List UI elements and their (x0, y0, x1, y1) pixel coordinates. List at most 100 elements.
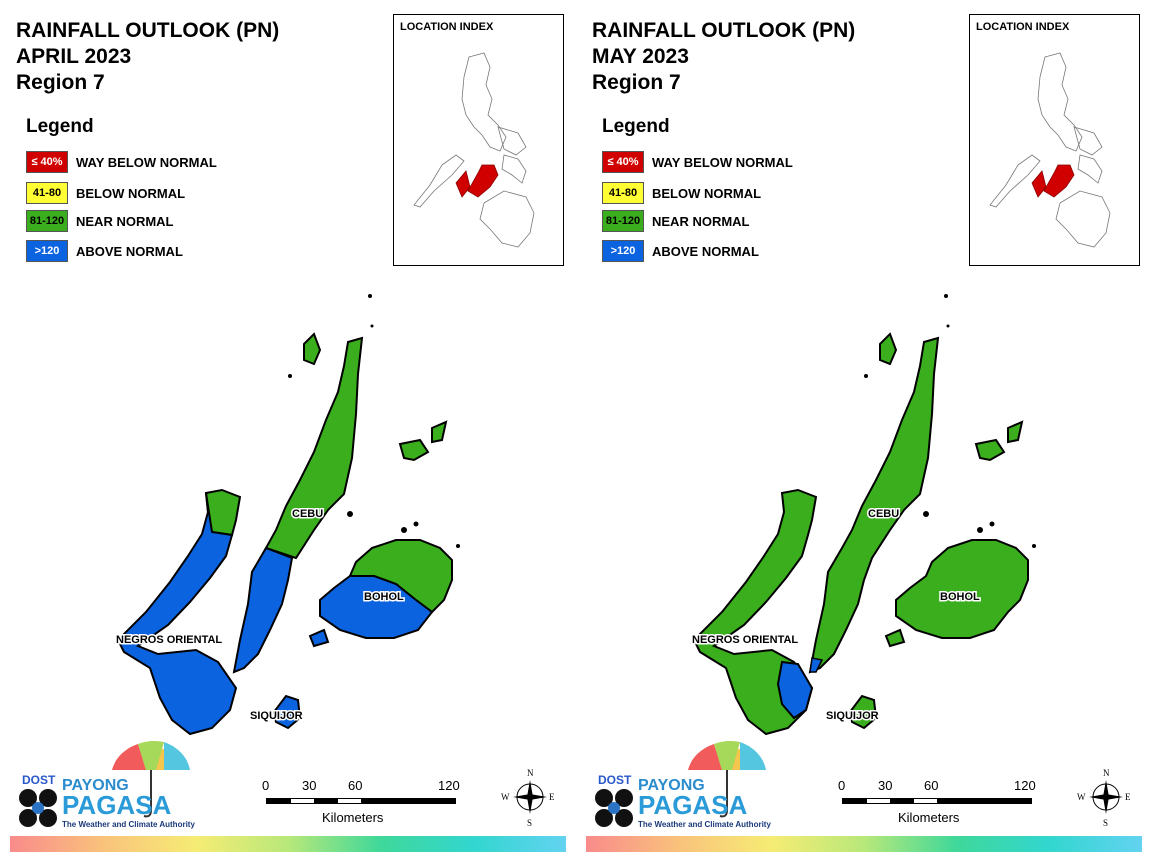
label-siquijor: SIQUIJOR (826, 710, 879, 722)
scale-bar: 0 30 60 120 Kilometers (262, 778, 462, 826)
legend-item-above: >120 ABOVE NORMAL (26, 239, 183, 263)
scale-unit: Kilometers (322, 810, 384, 825)
legend-label: ABOVE NORMAL (652, 243, 759, 259)
legend-swatch: >120 (26, 240, 68, 262)
logo-pagasa: PAGASA (62, 790, 172, 820)
legend-item-way-below: ≤ 40% WAY BELOW NORMAL (26, 150, 217, 174)
scale-tick: 0 (262, 778, 270, 793)
legend-swatch: ≤ 40% (602, 151, 644, 173)
legend-label: BELOW NORMAL (652, 185, 762, 201)
legend-swatch: 41-80 (602, 182, 644, 204)
compass-e: E (1125, 792, 1131, 802)
cebu-island (264, 336, 364, 560)
legend-label: BELOW NORMAL (76, 185, 186, 201)
scale-tick: 60 (348, 778, 363, 793)
panel-may: RAINFALL OUTLOOK (PN) MAY 2023 Region 7 … (576, 0, 1152, 864)
label-bohol: BOHOL (364, 591, 404, 603)
title-line-1: RAINFALL OUTLOOK (PN) (16, 19, 280, 42)
title-line-1: RAINFALL OUTLOOK (PN) (592, 19, 856, 42)
pagasa-logo: DOST PAYONG PAGASA The Weather and Clima… (592, 740, 792, 832)
title-month: APRIL 2023 (16, 45, 132, 68)
scale-unit: Kilometers (898, 810, 960, 825)
label-negros-oriental: NEGROS ORIENTAL (692, 634, 798, 646)
legend-swatch: 81-120 (26, 210, 68, 232)
label-bohol: BOHOL (940, 591, 980, 603)
bantayan-island (879, 332, 898, 366)
compass-n: N (1103, 768, 1110, 778)
legend-label: WAY BELOW NORMAL (76, 154, 217, 170)
location-index-map: LOCATION INDEX (393, 14, 564, 266)
compass-n: N (527, 768, 534, 778)
compass-w: W (1077, 792, 1086, 802)
logo-payong: PAYONG (638, 777, 705, 794)
legend-label: NEAR NORMAL (76, 213, 174, 229)
compass-e: E (549, 792, 555, 802)
location-index-label: LOCATION INDEX (400, 21, 494, 33)
legend-swatch: 41-80 (26, 182, 68, 204)
region-7-map: CEBU BOHOL NEGROS ORIENTAL SIQUIJOR (691, 294, 1036, 736)
scale-tick: 120 (438, 778, 460, 793)
scale-bar-graphic (842, 798, 1032, 804)
scale-tick: 30 (878, 778, 893, 793)
philippines-outline (413, 52, 535, 248)
logo-dost: DOST (22, 773, 56, 787)
legend-item-near: 81-120 NEAR NORMAL (602, 209, 750, 233)
scale-tick: 60 (924, 778, 939, 793)
legend-title: Legend (602, 116, 670, 137)
footer-gradient-bar (10, 836, 566, 852)
title-region: Region 7 (592, 71, 681, 94)
siquijor-island (848, 694, 878, 730)
cebu-south (232, 546, 294, 674)
legend-swatch: 81-120 (602, 210, 644, 232)
logo-dost: DOST (598, 773, 632, 787)
map-title: RAINFALL OUTLOOK (PN) MAY 2023 Region 7 (592, 18, 855, 96)
label-cebu: CEBU (868, 508, 899, 520)
scale-tick: 0 (838, 778, 846, 793)
scale-bar: 0 30 60 120 Kilometers (838, 778, 1038, 826)
legend-label: WAY BELOW NORMAL (652, 154, 793, 170)
scale-tick: 30 (302, 778, 317, 793)
compass-w: W (501, 792, 510, 802)
bohol-island (895, 539, 1029, 639)
bohol-south (319, 575, 434, 639)
negros-oriental-region (116, 492, 238, 736)
compass-s: S (1103, 818, 1108, 828)
title-month: MAY 2023 (592, 45, 689, 68)
location-index-label: LOCATION INDEX (976, 21, 1070, 33)
logo-tagline: The Weather and Climate Authority (638, 820, 771, 829)
negros-above-normal-patch (776, 660, 814, 720)
label-negros-oriental: NEGROS ORIENTAL (116, 634, 222, 646)
compass-rose-icon: N S E W (1076, 766, 1132, 828)
legend-label: NEAR NORMAL (652, 213, 750, 229)
bantayan-island (303, 332, 322, 366)
title-region: Region 7 (16, 71, 105, 94)
logo-payong: PAYONG (62, 777, 129, 794)
legend-item-near: 81-120 NEAR NORMAL (26, 209, 174, 233)
region-7-highlight (467, 164, 499, 198)
map-title: RAINFALL OUTLOOK (PN) APRIL 2023 Region … (16, 18, 279, 96)
logo-tagline: The Weather and Climate Authority (62, 820, 195, 829)
label-cebu: CEBU (292, 508, 323, 520)
camotes-island (398, 438, 430, 462)
label-siquijor: SIQUIJOR (250, 710, 303, 722)
camotes-island (974, 438, 1006, 462)
legend-item-below: 41-80 BELOW NORMAL (26, 181, 185, 205)
legend-item-below: 41-80 BELOW NORMAL (602, 181, 761, 205)
logo-pagasa: PAGASA (638, 790, 748, 820)
philippines-outline (989, 52, 1111, 248)
compass-s: S (527, 818, 532, 828)
legend-item-above: >120 ABOVE NORMAL (602, 239, 759, 263)
legend-label: ABOVE NORMAL (76, 243, 183, 259)
location-index-map: LOCATION INDEX (969, 14, 1140, 266)
legend-swatch: ≤ 40% (26, 151, 68, 173)
siquijor-island (272, 694, 302, 730)
region-7-highlight (1043, 164, 1075, 198)
cebu-island (808, 336, 940, 674)
compass-rose-icon: N S E W (500, 766, 556, 828)
region-7-map: CEBU BOHOL NEGROS ORIENTAL SIQUIJOR (115, 294, 460, 736)
scale-tick: 120 (1014, 778, 1036, 793)
legend-title: Legend (26, 116, 94, 137)
pagasa-logo: DOST PAYONG PAGASA The Weather and Clima… (16, 740, 216, 832)
scale-bar-graphic (266, 798, 456, 804)
panel-april: RAINFALL OUTLOOK (PN) APRIL 2023 Region … (10, 14, 566, 852)
